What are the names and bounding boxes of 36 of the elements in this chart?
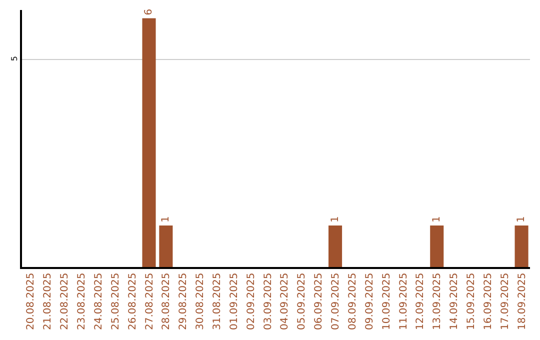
data-label: 1 <box>160 216 172 223</box>
x-tick-label: 24.08.2025 <box>93 272 104 330</box>
x-tick-label: 16.09.2025 <box>482 272 494 330</box>
x-tick-label: 13.09.2025 <box>432 272 444 330</box>
x-tick-label: 06.09.2025 <box>314 272 325 330</box>
x-tick-label: 29.08.2025 <box>178 272 190 330</box>
x-tick-label: 26.08.2025 <box>127 272 138 330</box>
x-tick-label: 10.09.2025 <box>381 272 392 330</box>
data-label: 1 <box>516 216 528 223</box>
x-tick-label: 12.09.2025 <box>415 272 426 330</box>
x-tick-label: 14.09.2025 <box>449 272 460 330</box>
x-tick-label: 25.08.2025 <box>110 272 122 330</box>
x-tick-label: 31.08.2025 <box>212 272 223 330</box>
x-tick-label: 15.09.2025 <box>466 272 477 330</box>
data-label: 1 <box>330 216 341 223</box>
x-tick-label: 17.09.2025 <box>500 272 511 330</box>
x-tick-label: 23.08.2025 <box>76 272 88 330</box>
x-tick-label: 28.08.2025 <box>161 272 172 330</box>
x-tick-label: 21.08.2025 <box>42 272 54 330</box>
x-tick-label: 03.09.2025 <box>262 272 274 330</box>
data-label: 1 <box>431 216 442 223</box>
x-tick-label: 07.09.2025 <box>330 272 342 330</box>
data-label: 6 <box>144 8 154 16</box>
x-tick-label: 20.08.2025 <box>26 272 37 330</box>
x-tick-label: 09.09.2025 <box>364 272 376 330</box>
x-tick-label: 04.09.2025 <box>280 272 291 330</box>
x-tick-label: 02.09.2025 <box>246 272 257 330</box>
x-tick-label: 18.09.2025 <box>516 272 528 330</box>
x-tick-label: 11.09.2025 <box>398 272 410 330</box>
x-tick-label: 01.09.2025 <box>228 272 240 330</box>
y-tick-label: 5 <box>10 56 20 62</box>
x-tick-label: 27.08.2025 <box>144 272 156 330</box>
x-tick-label: 08.09.2025 <box>347 272 358 330</box>
x-tick-label: 22.08.2025 <box>60 272 71 330</box>
x-tick-label: 05.09.2025 <box>296 272 308 330</box>
x-tick-label: 30.08.2025 <box>195 272 206 330</box>
